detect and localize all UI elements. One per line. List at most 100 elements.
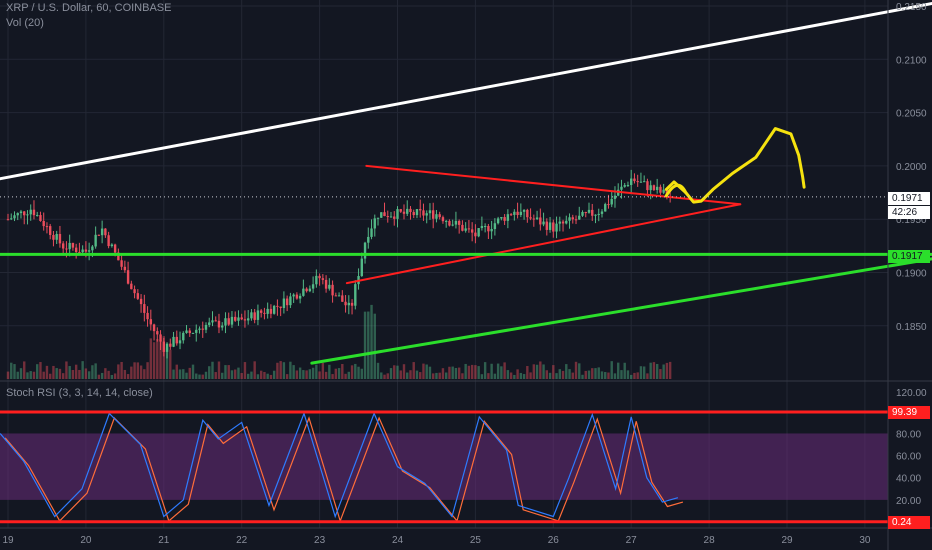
volume-bar	[276, 362, 279, 379]
candle-body	[454, 220, 458, 225]
candle-body	[483, 226, 487, 228]
symbol-title: XRP / U.S. Dollar, 60, COINBASE	[6, 2, 172, 14]
candle-body	[461, 224, 464, 231]
volume-bar	[496, 363, 500, 379]
candle-body	[65, 248, 68, 250]
candle-body	[185, 330, 188, 333]
volume-bar	[539, 361, 542, 379]
candle-body	[198, 328, 201, 330]
volume-bar	[104, 368, 107, 379]
volume-bar	[195, 373, 198, 379]
candle-body	[519, 211, 523, 215]
volume-bar	[152, 342, 156, 379]
candle-body	[305, 288, 308, 292]
volume-bar	[347, 371, 351, 379]
candle-body	[152, 324, 156, 332]
candle-body	[393, 216, 396, 219]
candle-body	[156, 331, 159, 335]
volume-bar	[668, 361, 672, 379]
candle-body	[133, 289, 136, 294]
volume-bar	[480, 374, 484, 379]
volume-bar	[165, 347, 169, 379]
candle-body	[250, 312, 253, 319]
candle-body	[386, 216, 389, 218]
stoch-tick-label: 40.00	[896, 474, 921, 485]
candle-body	[149, 319, 153, 325]
volume-bar	[126, 374, 130, 379]
volume-bar	[259, 370, 263, 379]
candle-body	[370, 228, 373, 237]
volume-bar	[39, 362, 42, 379]
candle-body	[630, 178, 633, 185]
time-tick-label: 19	[2, 535, 14, 546]
volume-bar	[136, 362, 140, 379]
candle-body	[311, 284, 315, 289]
volume-bar	[204, 371, 208, 379]
volume-bar	[389, 368, 393, 379]
candle-body	[419, 209, 422, 211]
candle-body	[169, 343, 172, 347]
candle-body	[110, 244, 114, 247]
volume-bar	[120, 361, 123, 379]
candle-body	[655, 186, 659, 191]
candle-body	[474, 232, 477, 237]
candle-body	[406, 208, 409, 214]
volume-bar	[36, 364, 39, 379]
candle-body	[289, 296, 292, 306]
volume-bar	[78, 369, 81, 379]
candle-body	[74, 247, 78, 252]
volume-bar	[246, 373, 250, 379]
candle-body	[506, 214, 510, 221]
candle-body	[45, 226, 49, 228]
volume-bar	[68, 366, 71, 379]
volume-bar	[159, 339, 162, 379]
price-tick-label: 0.2050	[896, 109, 927, 120]
candle-body	[188, 330, 191, 334]
candle-body	[428, 210, 432, 214]
volume-bar	[298, 367, 302, 379]
drawn-trendlines[interactable]	[0, 0, 932, 365]
candle-body	[16, 213, 19, 216]
volume-bar	[655, 363, 659, 379]
volume-bar	[613, 373, 617, 379]
volume-bar	[490, 363, 493, 379]
volume-bar	[652, 362, 656, 379]
candle-body	[402, 211, 406, 214]
candle-body	[211, 320, 214, 323]
candle-body	[19, 211, 23, 214]
volume-bar	[188, 367, 191, 379]
volume-bar	[230, 370, 234, 379]
volume-bar	[117, 364, 120, 379]
volume-bar	[522, 374, 526, 379]
candle-body	[600, 211, 604, 214]
candle-body	[526, 209, 529, 218]
candle-body	[130, 283, 133, 290]
candle-body	[324, 279, 328, 289]
candle-body	[448, 220, 451, 226]
candle-body	[13, 215, 16, 219]
candle-body	[347, 302, 351, 306]
candle-body	[610, 198, 613, 205]
candle-body	[555, 223, 558, 232]
volume-bar	[448, 366, 451, 379]
candle-body	[84, 249, 88, 252]
volume-bar	[380, 372, 383, 379]
volume-bar	[383, 374, 386, 379]
stoch-tick-label: 60.00	[896, 452, 921, 463]
volume-bar	[315, 364, 318, 379]
candle-body	[39, 215, 42, 222]
candle-body	[162, 341, 165, 352]
candle-body	[500, 217, 503, 219]
volume-bar	[84, 368, 88, 379]
volume-bar	[354, 363, 357, 379]
volume-bar	[474, 365, 477, 379]
candle-body	[435, 214, 438, 219]
volume-bar	[130, 366, 133, 379]
candle-body	[285, 298, 289, 306]
volume-bar	[500, 366, 503, 379]
candle-body	[276, 305, 279, 307]
candle-body	[415, 209, 419, 216]
